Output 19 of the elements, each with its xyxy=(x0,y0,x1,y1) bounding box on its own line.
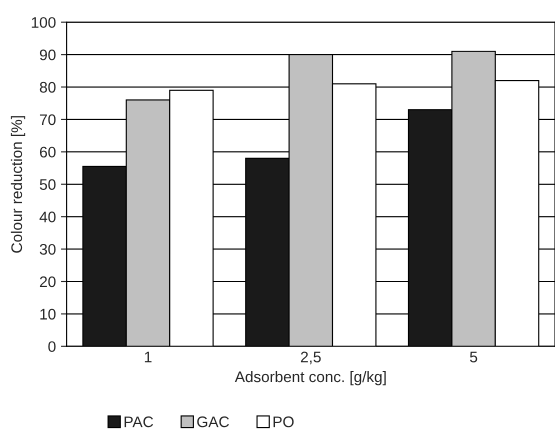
legend-label: GAC xyxy=(197,416,229,428)
x-tick-label: 2,5 xyxy=(300,352,321,364)
y-axis-title: Colour reduction [%] xyxy=(10,116,26,253)
y-tick-label: 20 xyxy=(40,276,56,288)
y-tick-label: 40 xyxy=(40,212,56,222)
y-tick-label: 50 xyxy=(40,179,56,190)
y-tick-label: 100 xyxy=(32,17,56,28)
legend-label: PO xyxy=(274,416,294,428)
y-tick-label: 60 xyxy=(40,146,56,158)
y-tick-label: 30 xyxy=(40,244,56,255)
x-tick-label: 5 xyxy=(470,352,478,362)
y-tick-label: 70 xyxy=(40,114,56,126)
y-tick-label: 0 xyxy=(48,341,56,352)
x-axis-title: Adsorbent conc. [g/kg] xyxy=(234,370,386,386)
y-tick-label: 90 xyxy=(40,49,56,60)
x-tick-label: 1 xyxy=(144,352,152,362)
y-tick-label: 80 xyxy=(40,82,56,93)
legend-label: PAC xyxy=(124,416,154,428)
y-tick-label: 10 xyxy=(40,308,56,320)
